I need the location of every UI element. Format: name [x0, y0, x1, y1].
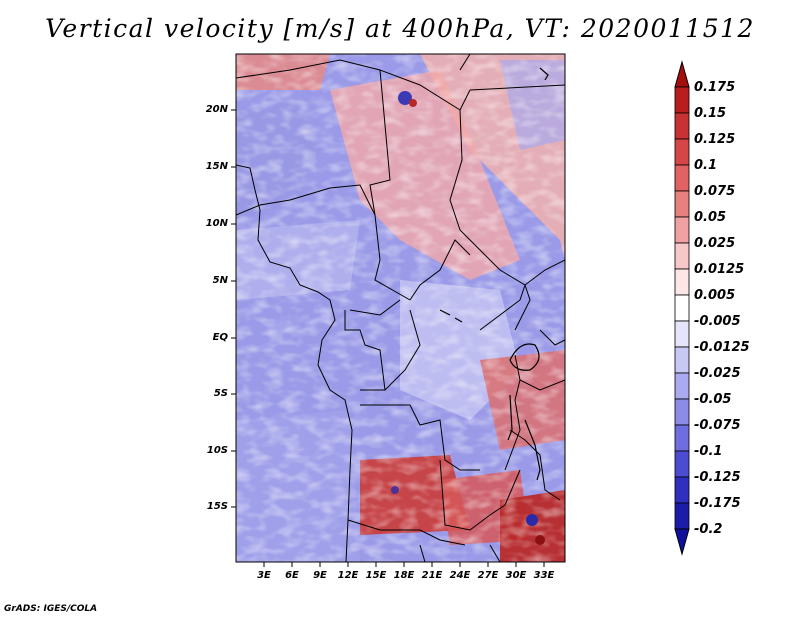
lon-label-33e: 33E	[533, 570, 555, 581]
country-borders	[236, 54, 565, 562]
colorbar-label: -0.025	[694, 366, 741, 381]
colorbar-cap-top	[674, 60, 690, 88]
lat-label-10s: 10S	[206, 445, 228, 456]
lon-label-18e: 18E	[393, 570, 415, 581]
colorbar-label: 0.0125	[694, 262, 745, 277]
colorbar-segment	[674, 502, 690, 530]
lon-label-9e: 9E	[313, 570, 327, 581]
colorbar-segment	[674, 138, 690, 166]
colorbar-segment	[674, 268, 690, 296]
lon-label-6e: 6E	[285, 570, 299, 581]
colorbar-segment	[674, 294, 690, 322]
colorbar	[674, 60, 690, 556]
colorbar-segment	[674, 372, 690, 400]
colorbar-label: -0.0125	[694, 340, 750, 355]
lakes	[439, 67, 549, 481]
lat-label-15s: 15S	[206, 501, 228, 512]
colorbar-label: -0.2	[694, 522, 723, 537]
colorbar-segment	[674, 398, 690, 426]
plot-frame	[235, 53, 566, 563]
colorbar-segment	[674, 320, 690, 348]
lat-label-eq: EQ	[212, 332, 228, 343]
colorbar-label: 0.1	[694, 158, 718, 173]
lat-label-5n: 5N	[212, 275, 228, 286]
lat-label-10n: 10N	[205, 218, 228, 229]
colorbar-segment	[674, 242, 690, 270]
colorbar-label: -0.075	[694, 418, 741, 433]
colorbar-label: 0.125	[694, 132, 736, 147]
colorbar-segment	[674, 346, 690, 374]
lon-label-21e: 21E	[421, 570, 443, 581]
lon-label-3e: 3E	[257, 570, 271, 581]
colorbar-label: 0.175	[694, 80, 736, 95]
lon-label-30e: 30E	[505, 570, 527, 581]
lon-label-27e: 27E	[477, 570, 499, 581]
colorbar-label: -0.175	[694, 496, 741, 511]
colorbar-label: -0.05	[694, 392, 732, 407]
colorbar-label: 0.15	[694, 106, 727, 121]
colorbar-label: -0.125	[694, 470, 741, 485]
lat-label-5s: 5S	[213, 388, 228, 399]
colorbar-label: -0.005	[694, 314, 741, 329]
lon-label-12e: 12E	[337, 570, 359, 581]
colorbar-segment	[674, 190, 690, 218]
lat-label-20n: 20N	[205, 104, 228, 115]
colorbar-segment	[674, 424, 690, 452]
colorbar-label: 0.005	[694, 288, 736, 303]
colorbar-cap-bottom	[674, 528, 690, 556]
lon-label-24e: 24E	[449, 570, 471, 581]
colorbar-label: 0.025	[694, 236, 736, 251]
colorbar-segment	[674, 164, 690, 192]
software-credit: GrADS: IGES/COLA	[4, 604, 98, 614]
lon-label-15e: 15E	[365, 570, 387, 581]
colorbar-label: 0.075	[694, 184, 736, 199]
colorbar-label: 0.05	[694, 210, 727, 225]
colorbar-segment	[674, 450, 690, 478]
colorbar-segment	[674, 216, 690, 244]
colorbar-segment	[674, 112, 690, 140]
chart-title: Vertical velocity [m/s] at 400hPa, VT: 2…	[45, 14, 755, 43]
colorbar-segment	[674, 86, 690, 114]
vertical-velocity-field	[236, 54, 565, 562]
colorbar-label: -0.1	[694, 444, 723, 459]
axis-ticks	[231, 109, 545, 567]
lat-label-15n: 15N	[205, 161, 228, 172]
colorbar-segment	[674, 476, 690, 504]
